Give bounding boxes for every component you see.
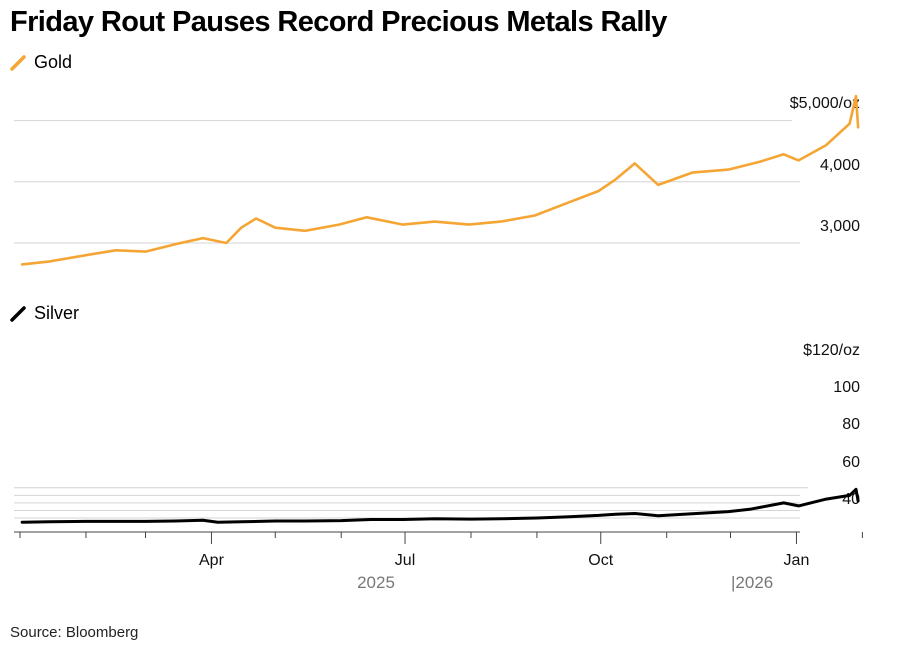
silver-price-line — [20, 487, 860, 524]
silver-tick-label: 60 — [842, 454, 860, 471]
x-year-label: |2026 — [731, 573, 773, 592]
silver-tick-label: 100 — [833, 379, 860, 396]
silver-legend: Silver — [10, 303, 79, 324]
gold-tick-label: 4,000 — [820, 157, 860, 174]
silver-legend-icon — [10, 305, 26, 322]
x-month-label: Jul — [395, 552, 415, 569]
gold-tick-label: 3,000 — [820, 218, 860, 235]
x-month-label: Oct — [588, 552, 613, 569]
x-month-label: Apr — [199, 552, 225, 569]
x-month-label: Jan — [784, 552, 810, 569]
silver-legend-label: Silver — [34, 303, 80, 323]
gold-tick-label: $5,000/oz — [790, 95, 860, 112]
gold-legend: Gold — [10, 52, 72, 73]
silver-tick-label: 80 — [842, 416, 860, 433]
gold-legend-icon — [10, 54, 26, 71]
chart-title: Friday Rout Pauses Record Precious Metal… — [10, 6, 667, 38]
gold-legend-label: Gold — [34, 52, 73, 72]
gold-price-line — [20, 94, 860, 266]
source-note: Source: Bloomberg — [10, 624, 139, 641]
x-year-label: 2025 — [357, 573, 395, 592]
silver-tick-label: $120/oz — [803, 342, 860, 359]
